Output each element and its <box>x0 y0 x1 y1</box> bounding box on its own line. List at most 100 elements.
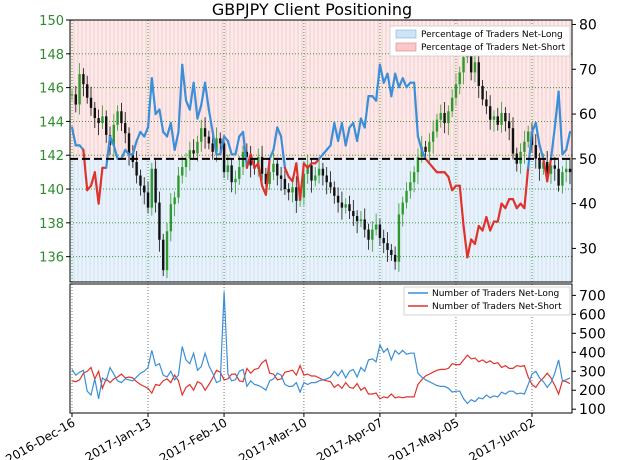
price-candle-body <box>276 163 279 176</box>
net-short-pct-segment <box>257 162 264 187</box>
date-tick-label: 2017-Apr-07 <box>314 415 385 460</box>
date-axis-ticks: 2016-Dec-16 2017-Jan-13 2017-Feb-10 2017-Ma… <box>3 413 537 460</box>
price-candle-body <box>511 128 515 154</box>
net-long-pct-segment <box>181 63 188 102</box>
net-long-pct-segment <box>173 130 180 151</box>
count-tick-label: 200 <box>579 383 606 399</box>
net-long-pct-segment <box>120 148 127 160</box>
price-candle-body <box>192 150 195 154</box>
net-short-pct-segment <box>462 224 469 259</box>
price-candle-body <box>272 163 275 173</box>
net-long-pct-segment <box>344 126 351 147</box>
price-candle-body <box>207 136 211 144</box>
right-tick-label: 60 <box>579 107 597 123</box>
price-candle-body <box>469 52 473 73</box>
net-long-pct-segment <box>549 126 556 160</box>
count-tick-label: 100 <box>579 402 606 418</box>
left-tick-label: 150 <box>39 14 64 29</box>
net-long-pct-segment <box>390 72 397 98</box>
net-long-pct-segment <box>538 144 545 160</box>
net-short-pct-segment <box>264 157 271 196</box>
net-long-count-line <box>71 291 571 405</box>
price-candle-body <box>333 187 336 196</box>
price-candle-body <box>523 141 526 152</box>
price-candle-body <box>234 178 237 183</box>
price-candle-body <box>352 211 355 217</box>
bottom-legend: Number of Traders Net-Long Number of Tra… <box>403 286 571 316</box>
price-candle-body <box>462 57 465 73</box>
net-short-pct-segment <box>295 162 302 201</box>
net-long-pct-segment <box>169 121 176 151</box>
net-short-pct-segment <box>481 215 488 232</box>
price-candle-body <box>564 168 568 173</box>
price-candle-body <box>329 182 332 188</box>
net-short-pct-segment <box>489 220 496 232</box>
price-candle-body <box>154 168 157 203</box>
date-tick-label: 2017-Mar-10 <box>236 415 309 460</box>
net-long-pct-segment <box>211 130 218 156</box>
bottom-panel: 100 200 300 400 500 600 700 2016-Dec-16 2017-Ja… <box>3 283 606 460</box>
price-candle-body <box>454 84 458 98</box>
right-tick-label: 40 <box>579 197 597 213</box>
price-candle-body <box>435 119 439 132</box>
price-candle-body <box>200 128 203 142</box>
price-candle-body <box>439 112 442 120</box>
price-candle-body <box>371 229 374 240</box>
price-candle-body <box>412 172 416 183</box>
price-candle-body <box>500 112 503 125</box>
price-candle-body <box>249 156 252 166</box>
net-short-pct-segment <box>466 238 473 259</box>
price-candle-body <box>485 99 488 107</box>
price-candle-body <box>409 182 412 191</box>
price-candle-body <box>226 165 230 173</box>
price-candle-body <box>545 161 549 174</box>
price-candle-body <box>245 151 249 157</box>
price-candle-body <box>219 138 222 144</box>
price-candle-body <box>397 214 401 262</box>
net-short-pct-segment <box>245 153 252 169</box>
left-tick-label: 144 <box>39 115 64 130</box>
net-short-pct-segment <box>546 157 553 183</box>
net-long-pct-segment <box>279 135 286 169</box>
net-long-pct-segment <box>188 81 195 111</box>
net-long-pct-segment <box>375 63 382 102</box>
price-candle-body <box>74 94 78 105</box>
price-candle-body <box>120 111 123 124</box>
net-long-pct-segment <box>413 81 420 138</box>
price-candle-body <box>181 167 184 176</box>
net-long-pct-segment <box>143 126 150 138</box>
price-candle-body <box>534 145 537 159</box>
net-long-pct-segment <box>108 135 115 147</box>
net-short-pct-segment <box>458 184 465 228</box>
net-long-pct-segment <box>200 81 207 107</box>
price-candle-body <box>143 185 146 193</box>
price-candle-body <box>443 112 446 124</box>
price-candle-body <box>447 111 450 124</box>
net-long-pct-segment <box>192 81 199 120</box>
net-long-pct-segment <box>112 144 119 160</box>
price-candle-body <box>158 202 161 240</box>
legend-label-net-long-pct: Percentage of Traders Net-Long <box>421 30 563 40</box>
net-long-pct-segment <box>146 77 153 129</box>
net-long-pct-segment <box>131 139 138 156</box>
net-long-pct-segment <box>234 135 241 156</box>
net-short-pct-segment <box>496 202 503 223</box>
price-candle-body <box>393 254 397 262</box>
net-short-pct-segment <box>82 148 89 192</box>
price-candle-body <box>260 156 264 174</box>
net-long-pct-segment <box>401 77 408 89</box>
price-candle-body <box>127 133 131 154</box>
price-candle-body <box>105 116 108 135</box>
price-candle-body <box>184 158 188 168</box>
net-short-pct-segment <box>283 166 290 178</box>
net-long-pct-segment <box>70 126 77 147</box>
price-candle-body <box>450 97 454 112</box>
net-long-pct-segment <box>207 108 214 134</box>
left-tick-label: 140 <box>39 183 64 198</box>
left-tick-label: 138 <box>39 217 64 232</box>
legend-label-count-long: Number of Traders Net-Long <box>432 289 559 299</box>
price-candle-body <box>287 189 290 193</box>
date-tick-label: 2017-Jun-02 <box>466 415 537 460</box>
price-candle-body <box>116 111 119 125</box>
